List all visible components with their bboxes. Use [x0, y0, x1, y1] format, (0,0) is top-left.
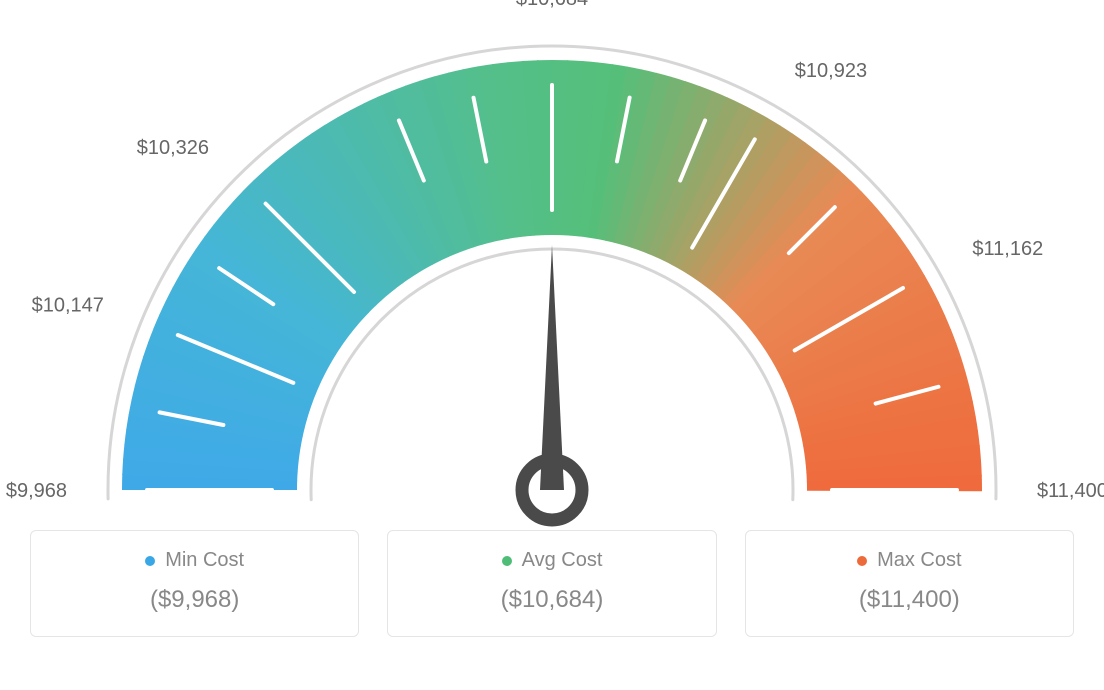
- gauge-svg: $9,968 $10,147 $10,326 $10,684 $10,923 $11,16…: [0, 0, 1104, 530]
- gauge-tick-label: $10,923: [795, 60, 867, 82]
- gauge-tick-label: $10,684: [516, 0, 588, 10]
- gauge-tick-label: $11,162: [972, 238, 1043, 260]
- legend-label-max-text: Max Cost: [877, 549, 961, 572]
- legend-dot-avg: [502, 556, 512, 566]
- legend-dot-max: [857, 556, 867, 566]
- gauge-tick-label: $10,147: [32, 294, 104, 316]
- legend-label-avg-text: Avg Cost: [522, 549, 603, 572]
- legend-value-min: ($9,968): [41, 586, 348, 614]
- gauge-tick-label: $9,968: [6, 480, 67, 502]
- gauge-needle: [540, 245, 564, 490]
- legend-value-avg: ($10,684): [398, 586, 705, 614]
- gauge-tick-label: $11,400: [1037, 480, 1104, 502]
- legend-dot-min: [145, 556, 155, 566]
- legend-card-max: Max Cost ($11,400): [745, 530, 1074, 637]
- legend-value-max: ($11,400): [756, 586, 1063, 614]
- legend-row: Min Cost ($9,968) Avg Cost ($10,684) Max…: [0, 530, 1104, 637]
- legend-card-min: Min Cost ($9,968): [30, 530, 359, 637]
- legend-card-avg: Avg Cost ($10,684): [387, 530, 716, 637]
- gauge-tick-label: $10,326: [137, 137, 209, 159]
- legend-label-min: Min Cost: [145, 549, 244, 572]
- legend-label-max: Max Cost: [857, 549, 961, 572]
- legend-label-min-text: Min Cost: [165, 549, 244, 572]
- gauge-chart: $9,968 $10,147 $10,326 $10,684 $10,923 $11,16…: [0, 0, 1104, 530]
- legend-label-avg: Avg Cost: [502, 549, 603, 572]
